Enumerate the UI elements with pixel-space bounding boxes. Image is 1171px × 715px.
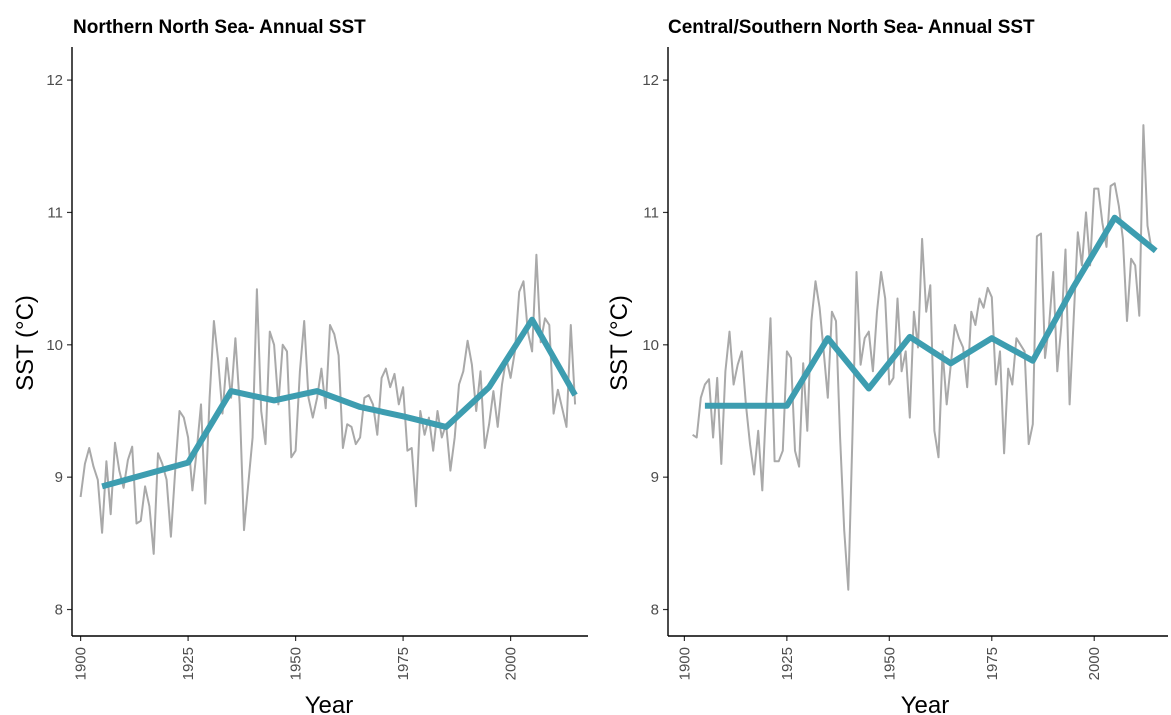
x-tick-label: 1950 — [288, 647, 305, 680]
x-tick-label: 1925 — [779, 647, 796, 680]
y-tick-label: 9 — [55, 469, 63, 486]
plot-area-northern — [79, 253, 578, 555]
x-tick-label: 1925 — [180, 647, 197, 680]
y-tick-label: 11 — [643, 204, 659, 221]
axis-ticks-northern: 8 9 10 11 12 1900 1925 1950 1975 2000 — [46, 72, 519, 680]
y-tick-label: 10 — [642, 337, 659, 354]
x-tick-label: 1975 — [984, 647, 1001, 680]
series-line-decadal-northern — [101, 316, 578, 490]
y-tick-label: 8 — [651, 602, 659, 619]
x-tick-label: 1900 — [73, 647, 90, 680]
chart-panel-northern: Northern North Sea- Annual SST SST (°C) … — [12, 17, 588, 715]
x-tick-label: 2000 — [1086, 647, 1103, 680]
y-tick-label: 10 — [46, 337, 63, 354]
x-tick-label: 1950 — [881, 647, 898, 680]
series-line-annual-central-southern — [692, 124, 1156, 591]
series-line-decadal-central-southern — [704, 214, 1158, 409]
y-axis-title-northern: SST (°C) — [12, 295, 39, 391]
x-tick-label: 2000 — [503, 647, 520, 680]
y-tick-label: 12 — [46, 72, 63, 89]
y-axis-title-central-southern: SST (°C) — [606, 295, 633, 391]
chart-title-central-southern: Central/Southern North Sea- Annual SST — [668, 17, 1035, 38]
y-tick-label: 11 — [47, 204, 63, 221]
plot-area-central-southern — [692, 124, 1158, 591]
axis-ticks-central-southern: 8 9 10 11 12 1900 1925 1950 1975 2000 — [642, 72, 1103, 680]
chart-title-northern: Northern North Sea- Annual SST — [73, 17, 366, 38]
y-tick-label: 9 — [651, 469, 659, 486]
x-axis-title-northern: Year — [305, 692, 354, 715]
series-line-annual-northern — [79, 253, 577, 555]
x-tick-label: 1900 — [676, 647, 693, 680]
y-tick-label: 12 — [642, 72, 659, 89]
x-tick-label: 1975 — [395, 647, 412, 680]
chart-panel-central-southern: Central/Southern North Sea- Annual SST S… — [606, 17, 1168, 715]
y-tick-label: 8 — [55, 602, 63, 619]
x-axis-title-central-southern: Year — [901, 692, 950, 715]
